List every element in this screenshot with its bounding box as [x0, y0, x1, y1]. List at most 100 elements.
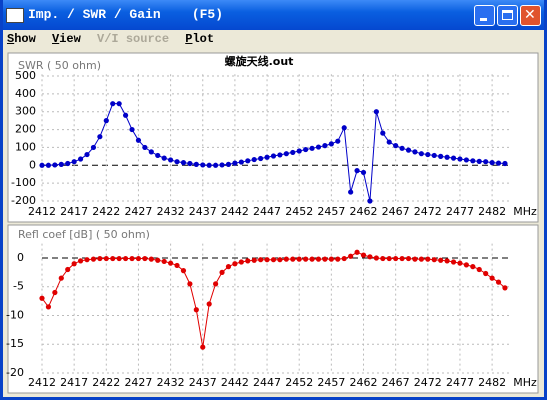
x-tick-label: 2462	[350, 376, 378, 389]
data-point	[200, 344, 206, 350]
data-point	[225, 264, 232, 270]
data-point	[463, 157, 469, 163]
data-point	[470, 264, 476, 270]
data-point	[354, 249, 360, 255]
data-point	[39, 295, 45, 301]
data-point	[251, 156, 257, 163]
data-point	[58, 275, 64, 281]
data-point	[309, 256, 315, 262]
x-tick-label: 2432	[157, 376, 185, 389]
data-point	[155, 152, 161, 159]
data-point	[412, 149, 418, 155]
data-point	[495, 279, 502, 285]
x-tick-label: 2467	[382, 376, 410, 389]
data-point	[489, 275, 495, 281]
data-point	[142, 144, 148, 151]
data-point	[341, 125, 347, 131]
data-point	[386, 255, 392, 262]
data-point	[245, 158, 251, 164]
x-axis-unit: MHz	[513, 376, 537, 389]
data-point	[322, 143, 328, 149]
close-button[interactable]: ✕	[520, 5, 541, 26]
data-point	[58, 161, 64, 167]
data-point	[380, 255, 386, 262]
data-point	[373, 109, 379, 115]
data-point	[122, 112, 129, 118]
data-point	[315, 256, 322, 262]
data-point	[373, 255, 379, 261]
x-tick-label: 2467	[382, 205, 410, 218]
data-point	[168, 260, 174, 266]
x-tick-label: 2422	[92, 205, 120, 218]
data-point	[193, 161, 199, 167]
data-point	[418, 151, 424, 157]
data-point	[213, 162, 219, 168]
x-tick-label: 2477	[446, 376, 474, 389]
minimize-button[interactable]	[474, 5, 495, 26]
x-tick-label: 2477	[446, 205, 474, 218]
data-point	[476, 158, 482, 164]
x-tick-label: 2442	[221, 376, 249, 389]
data-point	[84, 257, 90, 263]
menu-item[interactable]: Plot	[185, 32, 215, 46]
data-point	[405, 147, 412, 153]
data-point	[405, 255, 412, 262]
data-point	[335, 256, 341, 262]
data-point	[483, 159, 489, 165]
x-tick-label: 2482	[478, 205, 506, 218]
menu-item[interactable]: Show	[7, 32, 36, 46]
data-point	[180, 268, 187, 274]
app-icon	[6, 8, 24, 23]
data-point	[457, 260, 463, 266]
data-point	[303, 256, 309, 262]
y-tick-label: -10	[6, 308, 24, 321]
data-point	[444, 258, 450, 264]
data-point	[367, 198, 373, 204]
x-tick-label: 2412	[28, 205, 56, 218]
menu-bar: Show View V/I source Plot	[7, 32, 223, 46]
x-tick-label: 2452	[285, 376, 313, 389]
data-point	[309, 145, 315, 151]
y-tick-label: 100	[15, 140, 36, 153]
data-point	[71, 159, 77, 165]
data-point	[315, 144, 322, 150]
data-point	[399, 255, 405, 262]
data-point	[168, 157, 174, 163]
data-point	[90, 256, 97, 262]
data-point	[348, 189, 354, 195]
data-point	[245, 258, 251, 264]
data-point	[148, 149, 154, 155]
data-point	[174, 159, 180, 165]
data-point	[129, 126, 135, 133]
data-point	[431, 152, 437, 159]
data-point	[335, 138, 341, 144]
menu-item[interactable]: View	[52, 32, 81, 46]
x-tick-label: 2457	[317, 376, 345, 389]
data-point	[380, 130, 386, 136]
data-point	[348, 253, 354, 259]
y-tick-label: -100	[11, 176, 36, 189]
data-point	[412, 256, 418, 262]
x-tick-label: 2422	[92, 376, 120, 389]
data-point	[45, 304, 52, 310]
data-point	[258, 257, 264, 263]
data-point	[251, 257, 257, 263]
data-point	[161, 258, 167, 265]
x-axis-unit: MHz	[513, 205, 537, 218]
x-tick-label: 2437	[189, 376, 217, 389]
menu-item: V/I source	[97, 32, 170, 46]
data-point	[450, 259, 457, 265]
data-point	[90, 144, 97, 151]
maximize-button[interactable]	[497, 5, 518, 26]
data-point	[200, 162, 206, 168]
data-point	[457, 156, 463, 162]
x-tick-label: 2417	[60, 205, 88, 218]
data-point	[45, 162, 52, 168]
data-point	[502, 285, 508, 291]
data-point	[438, 153, 444, 159]
data-point	[129, 255, 135, 262]
data-point	[277, 152, 283, 158]
data-point	[303, 146, 309, 153]
y-tick-label: 500	[15, 69, 36, 82]
x-tick-label: 2442	[221, 205, 249, 218]
